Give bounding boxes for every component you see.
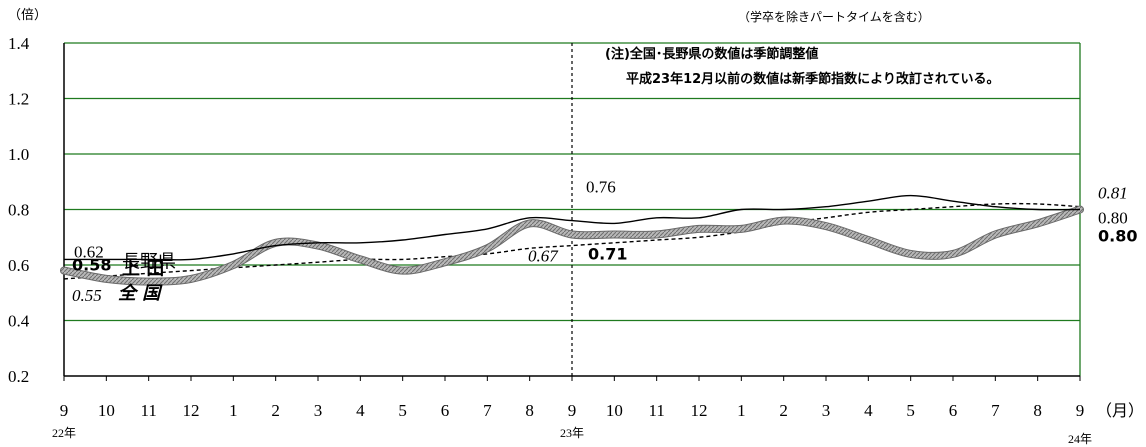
x-tick-label: 11 <box>648 401 664 420</box>
x-tick-label: 6 <box>441 401 450 420</box>
y-tick-label: 1.0 <box>8 145 29 164</box>
data-label: 0.67 <box>528 247 559 266</box>
x-tick-label: 11 <box>140 401 156 420</box>
axes: 0.20.40.60.81.01.21.49 10 11 12 1 2 3 4 5 6 7 8 9 10 1… <box>8 34 1092 446</box>
y-tick-label: 0.2 <box>8 367 29 386</box>
x-tick-label: 1 <box>737 401 746 420</box>
data-label: 0.80 <box>1098 227 1137 246</box>
x-unit-label: （月） <box>1096 401 1144 420</box>
note-line-2: 平成23年12月以前の数値は新季節指数により改訂されている。 <box>626 71 1000 87</box>
x-tick-label: 2 <box>271 401 280 420</box>
note-line-1: (注)全国･長野県の数値は季節調整値 <box>605 46 818 62</box>
x-tick-label: 10 <box>98 401 115 420</box>
y-tick-label: 0.8 <box>8 201 29 220</box>
x-tick-label: 7 <box>991 401 1000 420</box>
x-tick-label: 12 <box>183 401 200 420</box>
series-lines <box>60 194 1084 286</box>
y-unit-label: （倍） <box>8 8 47 23</box>
series-name-label: 全 国 <box>118 283 163 304</box>
data-label: 0.76 <box>586 178 616 197</box>
data-label: 0.80 <box>1098 209 1128 228</box>
y-tick-label: 0.4 <box>8 312 30 331</box>
x-tick-label: 1 <box>229 401 238 420</box>
x-tick-label: 12 <box>691 401 708 420</box>
x-tick-label: 9 <box>60 401 69 420</box>
y-tick-label: 0.6 <box>8 256 29 275</box>
series-name-label: 上 田 <box>122 259 164 280</box>
series-name-label: 長野県 <box>122 251 176 272</box>
data-label: 0.81 <box>1098 184 1128 203</box>
x-tick-label: 3 <box>822 401 831 420</box>
x-tick-label: 2 <box>779 401 788 420</box>
x-tick-label: 3 <box>314 401 323 420</box>
x-tick-label: 10 <box>606 401 623 420</box>
series-line-nagano <box>64 194 1081 261</box>
y-tick-label: 1.2 <box>8 90 29 109</box>
year-label: 23年 <box>560 426 584 440</box>
year-label: 22年 <box>52 426 76 440</box>
x-tick-label: 8 <box>525 401 534 420</box>
x-tick-label: 4 <box>864 401 873 420</box>
year-label: 24年 <box>1068 432 1092 446</box>
chart-subtitle: （学卒を除きパートタイムを含む） <box>738 9 930 24</box>
labels: （倍） （月） （学卒を除きパートタイムを含む） (注)全国･長野県の数値は季節… <box>8 8 1144 420</box>
x-tick-label: 4 <box>356 401 365 420</box>
y-tick-label: 1.4 <box>8 34 30 53</box>
data-label: 0.55 <box>72 286 102 305</box>
data-label: 0.58 <box>72 256 111 275</box>
series-line-ueda <box>61 206 1083 285</box>
x-tick-label: 7 <box>483 401 492 420</box>
x-tick-label: 8 <box>1033 401 1042 420</box>
x-tick-label: 5 <box>906 401 915 420</box>
data-label: 0.71 <box>588 244 627 263</box>
x-tick-label: 9 <box>568 401 577 420</box>
x-tick-label: 9 <box>1076 401 1085 420</box>
data-label: 0.62 <box>74 242 104 261</box>
x-tick-label: 6 <box>949 401 958 420</box>
x-tick-label: 5 <box>398 401 407 420</box>
